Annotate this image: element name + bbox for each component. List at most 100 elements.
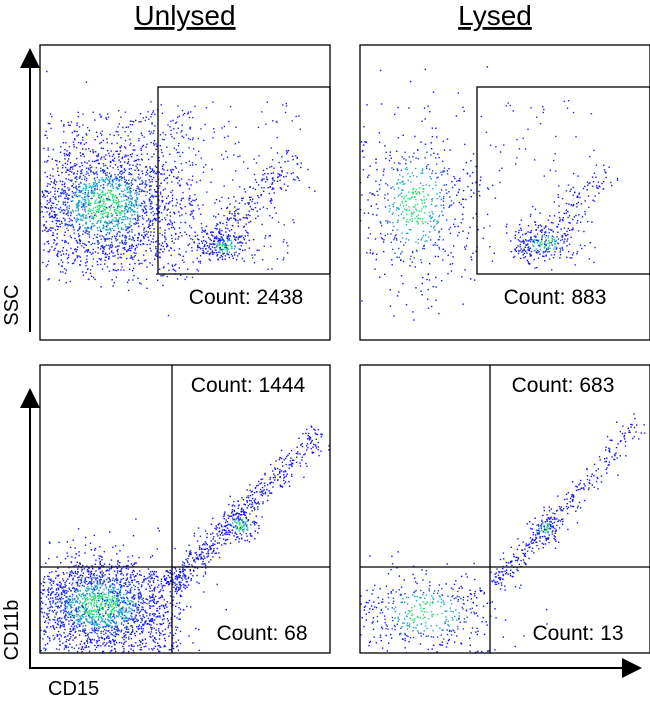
event-dot [570, 236, 572, 239]
event-dot [86, 228, 88, 230]
event-dot [58, 174, 60, 176]
event-dot [140, 121, 142, 123]
event-dot [119, 217, 121, 219]
event-dot [92, 193, 95, 195]
event-dot [202, 166, 205, 168]
event-dot [238, 242, 240, 244]
event-dot [68, 224, 70, 226]
event-dot [405, 195, 408, 197]
event-dot [130, 195, 132, 197]
event-dot [104, 193, 107, 195]
event-dot [123, 269, 125, 271]
event-dot [78, 239, 81, 242]
event-dot [505, 226, 508, 228]
event-dot [396, 182, 399, 185]
event-dot [27, 172, 28, 173]
event-dot [232, 257, 234, 259]
event-dot [99, 197, 102, 199]
event-dot [77, 233, 80, 235]
event-dot [558, 185, 560, 187]
event-dot [102, 565, 105, 567]
event-dot [153, 170, 155, 172]
event-dot [52, 624, 54, 627]
event-dot [399, 193, 401, 196]
event-dot [393, 162, 396, 164]
event-dot [355, 266, 356, 267]
event-dot [61, 189, 63, 191]
event-dot [98, 607, 101, 609]
event-dot [89, 169, 92, 171]
event-dot [111, 179, 114, 182]
event-dot [90, 275, 93, 277]
event-dot [94, 616, 96, 618]
event-dot [117, 131, 119, 133]
event-dot [106, 266, 109, 268]
event-dot [46, 176, 48, 178]
event-dot [442, 160, 444, 162]
event-dot [270, 245, 272, 248]
event-dot [248, 202, 250, 204]
event-dot [64, 209, 66, 212]
event-dot [101, 191, 103, 193]
event-dot [101, 244, 104, 247]
event-dot [91, 192, 94, 194]
event-dot [97, 240, 99, 242]
event-dot [50, 578, 52, 580]
event-dot [213, 252, 216, 254]
event-dot [55, 593, 57, 595]
event-dot [99, 221, 102, 224]
event-dot [237, 238, 239, 240]
event-dot [179, 155, 181, 157]
event-dot [11, 179, 12, 180]
event-dot [145, 588, 147, 590]
event-dot [116, 219, 118, 221]
event-dot [136, 609, 138, 611]
event-dot [124, 111, 127, 113]
event-dot [120, 586, 123, 588]
event-dot [224, 255, 227, 257]
event-dot [34, 595, 35, 596]
event-dot [117, 257, 119, 259]
event-dot [239, 241, 241, 243]
event-dot [35, 180, 36, 181]
event-dot [563, 233, 565, 235]
event-dot [155, 246, 157, 248]
event-dot [97, 155, 99, 158]
event-dot [265, 181, 267, 183]
event-dot [119, 146, 121, 148]
event-dot [85, 133, 87, 135]
event-dot [99, 571, 101, 573]
event-dot [105, 215, 107, 218]
event-dot [58, 161, 61, 163]
event-dot [442, 170, 444, 172]
event-dot [226, 156, 229, 158]
event-dot [434, 244, 436, 246]
event-dot [272, 179, 274, 181]
event-dot [587, 195, 590, 197]
event-dot [194, 199, 196, 202]
event-dot [105, 256, 107, 258]
event-dot [554, 246, 556, 248]
event-dot [49, 603, 52, 605]
event-dot [149, 192, 151, 195]
event-dot [151, 181, 153, 183]
event-dot [93, 628, 95, 630]
event-dot [96, 206, 98, 208]
event-dot [548, 250, 550, 253]
event-dot [148, 189, 151, 192]
event-dot [66, 168, 68, 171]
event-dot [52, 202, 55, 205]
event-dot [126, 186, 128, 189]
event-dot [179, 274, 182, 276]
event-dot [188, 202, 191, 205]
event-dot [537, 225, 540, 227]
event-dot [71, 168, 74, 170]
event-dot [78, 235, 80, 238]
event-dot [100, 258, 102, 260]
event-dot [172, 119, 174, 122]
event-dot [427, 164, 429, 166]
event-dot [135, 159, 137, 162]
event-dot [52, 148, 54, 151]
event-dot [115, 183, 117, 185]
event-dot [102, 184, 105, 186]
